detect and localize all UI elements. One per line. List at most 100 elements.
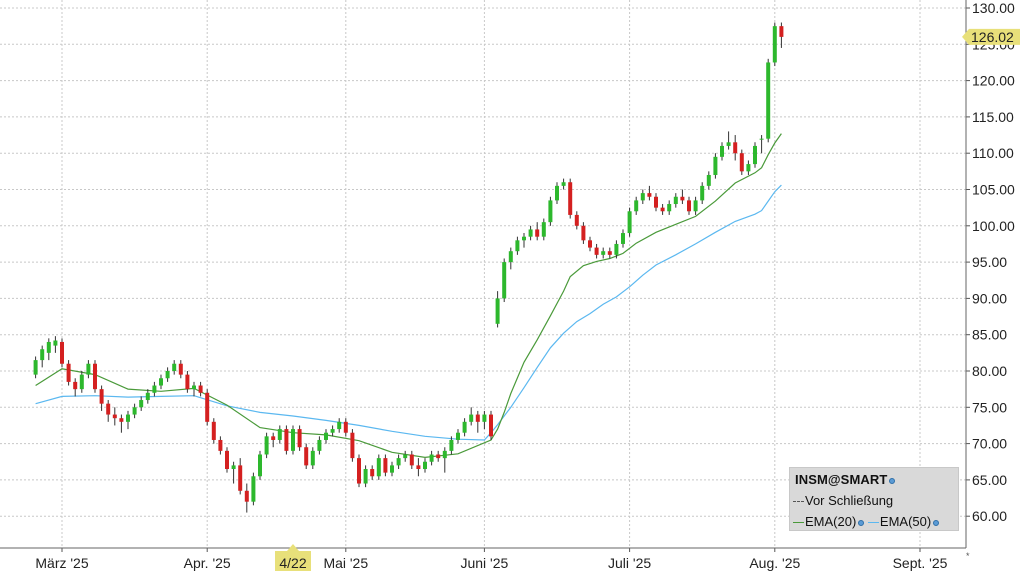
y-tick-label: 120.00 [972,73,1015,89]
candle-body [442,450,447,459]
candle-body [541,222,546,237]
candle-body [614,243,619,255]
candle-body [317,439,322,451]
candle [588,236,592,252]
candle [86,360,91,379]
candle-body [79,374,84,390]
candle-body [449,439,454,451]
candle-body [66,363,71,382]
candle-body [343,421,348,433]
legend-ema50[interactable]: EMA(50) [879,514,932,529]
settings-dot-icon[interactable] [889,477,896,484]
candle [726,131,731,150]
legend[interactable]: INSM@SMART Vor Schließung EMA(20) EMA(50… [789,467,959,531]
candle-body [291,429,295,451]
candle [482,410,487,430]
candle [561,178,566,190]
candle-body [409,454,414,466]
candle [706,171,711,190]
x-tick-label: Apr. '25 [184,555,231,571]
candle [713,153,718,179]
candle [46,338,51,361]
candle-body [680,196,685,201]
candle [363,465,368,488]
candle [310,447,315,470]
candle-body [93,363,97,390]
candle-body [244,490,249,502]
candle [680,189,685,205]
candle [330,425,335,437]
ema20-settings-icon[interactable] [858,519,865,526]
candle-body [568,182,573,215]
last-price-marker [962,28,1020,45]
candle-body [693,200,698,212]
candle [502,258,507,303]
candle-body [60,341,64,364]
candle [779,22,784,48]
candle-body [238,465,243,491]
candle-body [416,465,421,470]
candle-body [304,447,309,466]
candle [673,193,678,208]
candle-body [588,240,592,248]
candle-body [86,363,91,375]
legend-ema20[interactable]: EMA(20) [805,514,857,529]
candle-body [475,414,480,422]
candle [733,135,738,161]
candle [139,396,144,411]
candle-body [284,429,289,451]
dashed-line-icon [793,501,804,503]
candle-body [99,389,104,404]
candle [409,450,414,470]
candle-body [634,200,639,212]
candle-body [423,461,427,470]
candle [192,381,196,397]
candle [53,336,58,353]
candle-body [621,233,625,244]
axis-corner-marker: * [966,551,970,561]
candle-body [739,153,744,172]
candle [284,425,289,455]
candle [271,432,276,448]
x-tick-label: Juni '25 [460,555,508,571]
candle-body [555,185,559,201]
candle-body [139,400,144,408]
candle [568,178,573,219]
candle-body [495,298,500,324]
y-tick-label: 70.00 [972,436,1007,452]
candle [390,461,394,477]
candle-body [145,392,150,401]
candle-body [370,469,375,477]
candle [185,371,190,393]
candle [594,243,599,259]
candle-body [218,439,223,451]
candle-body [640,193,645,201]
ema20-line-icon [793,522,804,524]
candle [258,450,262,480]
ema50-line [35,184,782,441]
candle [548,196,553,226]
candle-body [733,142,738,154]
candle [264,432,269,459]
y-tick-label: 110.00 [972,145,1014,161]
ema50-settings-icon[interactable] [933,519,940,526]
candle-body [211,421,216,440]
candle [291,425,295,455]
y-tick-label: 60.00 [972,508,1007,524]
candle-body [53,340,58,346]
candle-body [383,458,388,473]
candle-body [185,374,190,390]
candle-body [429,454,434,462]
candle [429,450,434,466]
candle-body [310,450,315,466]
candle [772,22,777,67]
candle [607,247,612,259]
candle [700,182,705,205]
candle [541,218,546,241]
candle-body [456,432,460,440]
candle-body [687,200,691,212]
candle-body [46,341,51,353]
candle-body [627,211,632,234]
